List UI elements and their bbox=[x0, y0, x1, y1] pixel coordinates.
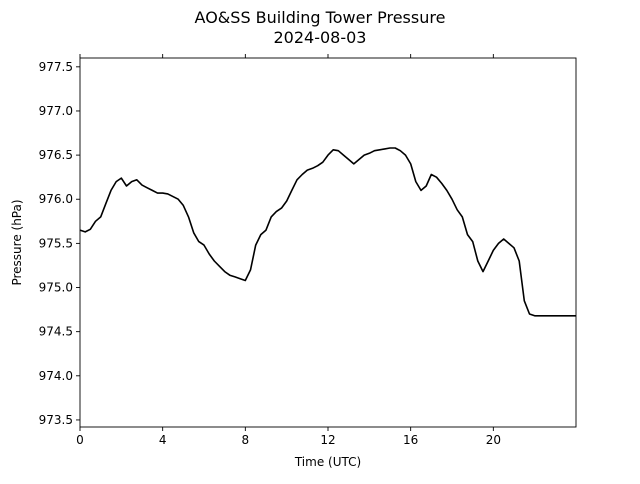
y-axis-label: Pressure (hPa) bbox=[10, 199, 24, 285]
x-axis-ticks: 0 4 8 12 16 20 bbox=[76, 54, 501, 447]
y-axis-ticks: 973.5 974.0 974.5 975.0 975.5 976.0 976.5 977.0… bbox=[39, 60, 80, 427]
y-tick-label: 973.5 bbox=[39, 413, 73, 427]
chart-subtitle: 2024-08-03 bbox=[273, 28, 367, 47]
y-tick-label: 975.5 bbox=[39, 236, 73, 250]
x-tick-label: 16 bbox=[403, 433, 418, 447]
y-tick-label: 976.0 bbox=[39, 192, 73, 206]
x-tick-label: 4 bbox=[159, 433, 167, 447]
x-tick-label: 20 bbox=[486, 433, 501, 447]
x-tick-label: 0 bbox=[76, 433, 84, 447]
plot-frame bbox=[79, 57, 577, 428]
chart-title: AO&SS Building Tower Pressure bbox=[194, 8, 446, 27]
y-tick-label: 974.0 bbox=[39, 369, 73, 383]
y-tick-label: 975.0 bbox=[39, 281, 73, 295]
y-tick-label: 976.5 bbox=[39, 148, 73, 162]
y-tick-label: 977.0 bbox=[39, 104, 73, 118]
pressure-series-line bbox=[79, 147, 576, 317]
x-tick-label: 8 bbox=[242, 433, 250, 447]
y-tick-label: 977.5 bbox=[39, 60, 73, 74]
x-tick-label: 12 bbox=[320, 433, 335, 447]
y-tick-label: 974.5 bbox=[39, 325, 73, 339]
x-axis-label: Time (UTC) bbox=[294, 455, 361, 469]
